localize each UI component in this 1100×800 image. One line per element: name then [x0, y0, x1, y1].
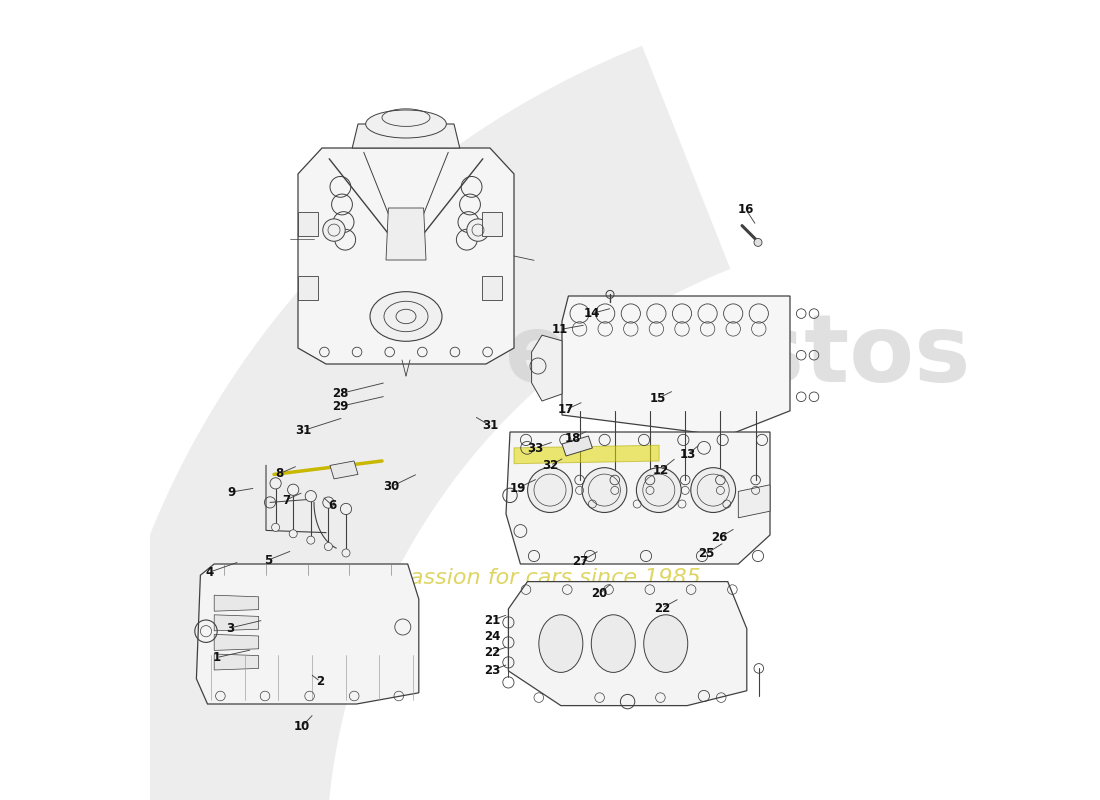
Ellipse shape: [539, 614, 583, 672]
Circle shape: [528, 468, 572, 513]
Ellipse shape: [644, 614, 688, 672]
Circle shape: [287, 484, 299, 495]
Text: 31: 31: [296, 424, 311, 437]
Text: 21: 21: [484, 614, 500, 626]
Text: 5: 5: [264, 554, 273, 566]
Polygon shape: [562, 436, 593, 456]
Text: 29: 29: [332, 400, 349, 413]
Text: 24: 24: [484, 630, 500, 642]
Circle shape: [272, 523, 279, 531]
Text: 14: 14: [583, 307, 600, 320]
Text: 27: 27: [572, 555, 588, 568]
Text: 28: 28: [332, 387, 349, 400]
Text: 25: 25: [697, 547, 714, 560]
Text: 11: 11: [551, 323, 568, 336]
Text: 26: 26: [712, 531, 728, 544]
Text: 4: 4: [206, 566, 214, 578]
Text: 22: 22: [653, 602, 670, 614]
Text: 13: 13: [680, 448, 695, 461]
Polygon shape: [386, 208, 426, 260]
Text: 9: 9: [228, 486, 235, 498]
Circle shape: [307, 536, 315, 544]
Polygon shape: [86, 46, 730, 800]
Polygon shape: [214, 595, 258, 611]
Text: 31: 31: [482, 419, 498, 432]
Text: 10: 10: [294, 720, 310, 733]
Text: 18: 18: [564, 432, 581, 445]
Circle shape: [582, 468, 627, 513]
Circle shape: [305, 490, 317, 502]
Text: 30: 30: [384, 480, 399, 493]
Circle shape: [342, 549, 350, 557]
Text: 32: 32: [542, 459, 558, 472]
Polygon shape: [197, 564, 419, 704]
Polygon shape: [531, 335, 562, 401]
Circle shape: [340, 503, 352, 514]
Polygon shape: [514, 445, 659, 464]
Text: 20: 20: [592, 587, 607, 600]
Polygon shape: [738, 485, 770, 518]
Text: 6: 6: [328, 499, 337, 512]
Text: 3: 3: [226, 622, 234, 634]
Polygon shape: [298, 148, 514, 364]
Text: 23: 23: [484, 664, 500, 677]
Circle shape: [324, 542, 332, 550]
Polygon shape: [508, 582, 747, 706]
Polygon shape: [214, 654, 258, 670]
Text: 2: 2: [317, 675, 324, 688]
Text: 8: 8: [275, 467, 284, 480]
Text: 7: 7: [282, 494, 290, 506]
Polygon shape: [298, 211, 318, 235]
Text: 15: 15: [650, 392, 667, 405]
Polygon shape: [506, 432, 770, 564]
Polygon shape: [330, 461, 358, 479]
Text: 16: 16: [738, 203, 755, 216]
Ellipse shape: [322, 219, 345, 242]
Circle shape: [322, 497, 334, 508]
Polygon shape: [482, 276, 502, 300]
Circle shape: [691, 468, 736, 513]
Circle shape: [289, 530, 297, 538]
Circle shape: [270, 478, 282, 489]
Text: 22: 22: [484, 646, 500, 658]
Polygon shape: [352, 124, 460, 148]
Text: 1: 1: [212, 651, 220, 664]
Ellipse shape: [592, 614, 636, 672]
Ellipse shape: [466, 219, 490, 242]
Polygon shape: [482, 211, 502, 235]
Text: 33: 33: [528, 442, 543, 454]
Ellipse shape: [370, 292, 442, 342]
Polygon shape: [214, 614, 258, 630]
Text: eurostos: eurostos: [505, 310, 970, 402]
Circle shape: [754, 238, 762, 246]
Polygon shape: [298, 276, 318, 300]
Text: 17: 17: [558, 403, 574, 416]
Polygon shape: [214, 634, 258, 650]
Polygon shape: [562, 296, 790, 436]
Text: 12: 12: [652, 464, 669, 477]
Text: a passion for cars since 1985: a passion for cars since 1985: [375, 568, 701, 587]
Ellipse shape: [365, 110, 447, 138]
Text: 19: 19: [509, 482, 526, 494]
Circle shape: [637, 468, 681, 513]
